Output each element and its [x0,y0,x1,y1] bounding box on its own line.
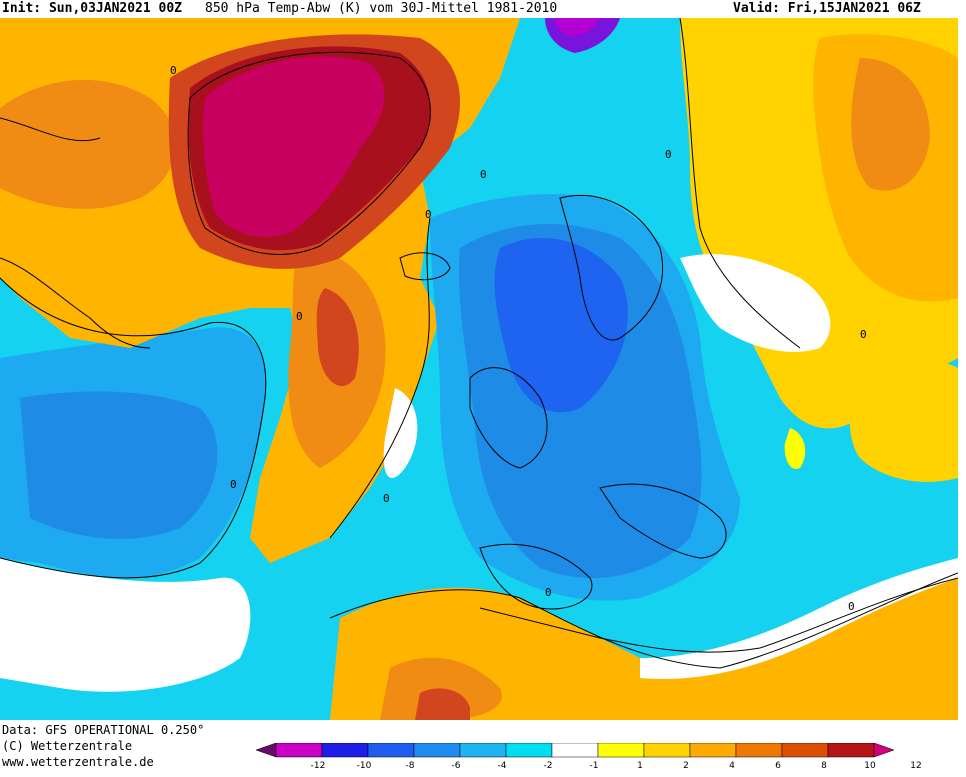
data-source: Data: GFS OPERATIONAL 0.250° [2,723,205,737]
colorbar-swatch [689,742,737,758]
colorbar-tick-label: 8 [821,761,827,771]
colorbar-swatch [321,742,369,758]
contour-label: 0 [230,478,237,491]
greenland-core [203,56,385,237]
contour-label: 0 [848,600,855,613]
copyright: (C) Wetterzentrale [2,739,133,753]
zero-contour-south [329,572,958,669]
canada-warm-core [0,79,176,209]
color-legend: -12 -10 -8 -6 -4 -2 -1 1 2 4 6 8 10 12 [255,742,956,777]
central-atlantic-core [316,288,359,387]
colorbar-tick-label: -8 [406,761,415,771]
coastline-africa [479,577,958,653]
map-header: Init: Sun,03JAN2021 00Z 850 hPa Temp-Abw… [0,0,966,18]
color-legend-bar: -12 -10 -8 -6 -4 -2 -1 1 2 4 6 8 10 12 [255,742,922,771]
contour-label: 0 [383,492,390,505]
map-canvas: 0 0 0 0 0 0 0 0 0 0 [0,18,958,720]
colorbar-swatch [735,742,783,758]
contour-label: 0 [545,586,552,599]
colorbar-swatch [597,742,645,758]
colorbar-tick-label: 4 [729,761,735,771]
zero-contour-east [679,18,801,349]
colorbar-tick-label: 1 [637,761,643,771]
coastline-canada [0,117,151,349]
coastline-greenland [187,51,431,255]
coastline-iceland [399,252,451,281]
neutral-zone-east-atlantic [383,388,418,478]
colorbar-swatch [551,742,599,758]
colorbar-swatch [413,742,461,758]
map-title: 850 hPa Temp-Abw (K) vom 30J-Mittel 1981… [205,1,558,16]
colorbar-tick-label: -1 [590,761,599,771]
contour-label: 0 [425,208,432,221]
neutral-zone-south [640,558,958,679]
contour-label: 0 [296,310,303,323]
zero-contour-center [329,217,431,539]
colorbar-swatch [459,742,507,758]
scandinavia-strong-cold [494,238,628,413]
zero-contour-west [0,277,267,579]
init-time: Init: Sun,03JAN2021 00Z [2,1,183,16]
colorbar-tick-label: -10 [357,761,372,771]
colorbar-tick-label: 6 [775,761,781,771]
contour-label: 0 [480,168,487,181]
arctic-cold-core [555,18,600,36]
colorbar-arrow-low [255,742,277,758]
neutral-zone-north [680,254,831,352]
contour-label: 0 [665,148,672,161]
colorbar-tick-label: -12 [311,761,326,771]
balkans-warm-patch [784,428,806,469]
colorbar-tick-label: 10 [864,761,876,771]
atlantic-core-cold [20,391,218,539]
coastline-europe [469,194,727,610]
colorbar-swatch [275,742,323,758]
colorbar-tick-label: -4 [498,761,507,771]
sahara-hot-spot [415,688,470,720]
neutral-zone-atlantic [0,558,251,692]
colorbar-tick-label: 12 [910,761,921,771]
colorbar-tick-label: -2 [544,761,553,771]
colorbar-swatch [367,742,415,758]
weather-map: 0 0 0 0 0 0 0 0 0 0 [0,18,958,720]
russia-orange-patch [851,58,930,191]
contour-label: 0 [170,64,177,77]
colorbar-tick-label: 2 [683,761,689,771]
colorbar-tick-label: -6 [452,761,461,771]
colorbar-swatch [643,742,691,758]
website-link[interactable]: www.wetterzentrale.de [2,755,154,769]
colorbar-arrow-high [873,742,895,758]
colorbar-swatch [781,742,829,758]
valid-time: Valid: Fri,15JAN2021 06Z [733,1,921,16]
colorbar-swatch [827,742,875,758]
colorbar-swatch [505,742,553,758]
turkey-warm-region [849,361,958,482]
contour-label: 0 [860,328,867,341]
